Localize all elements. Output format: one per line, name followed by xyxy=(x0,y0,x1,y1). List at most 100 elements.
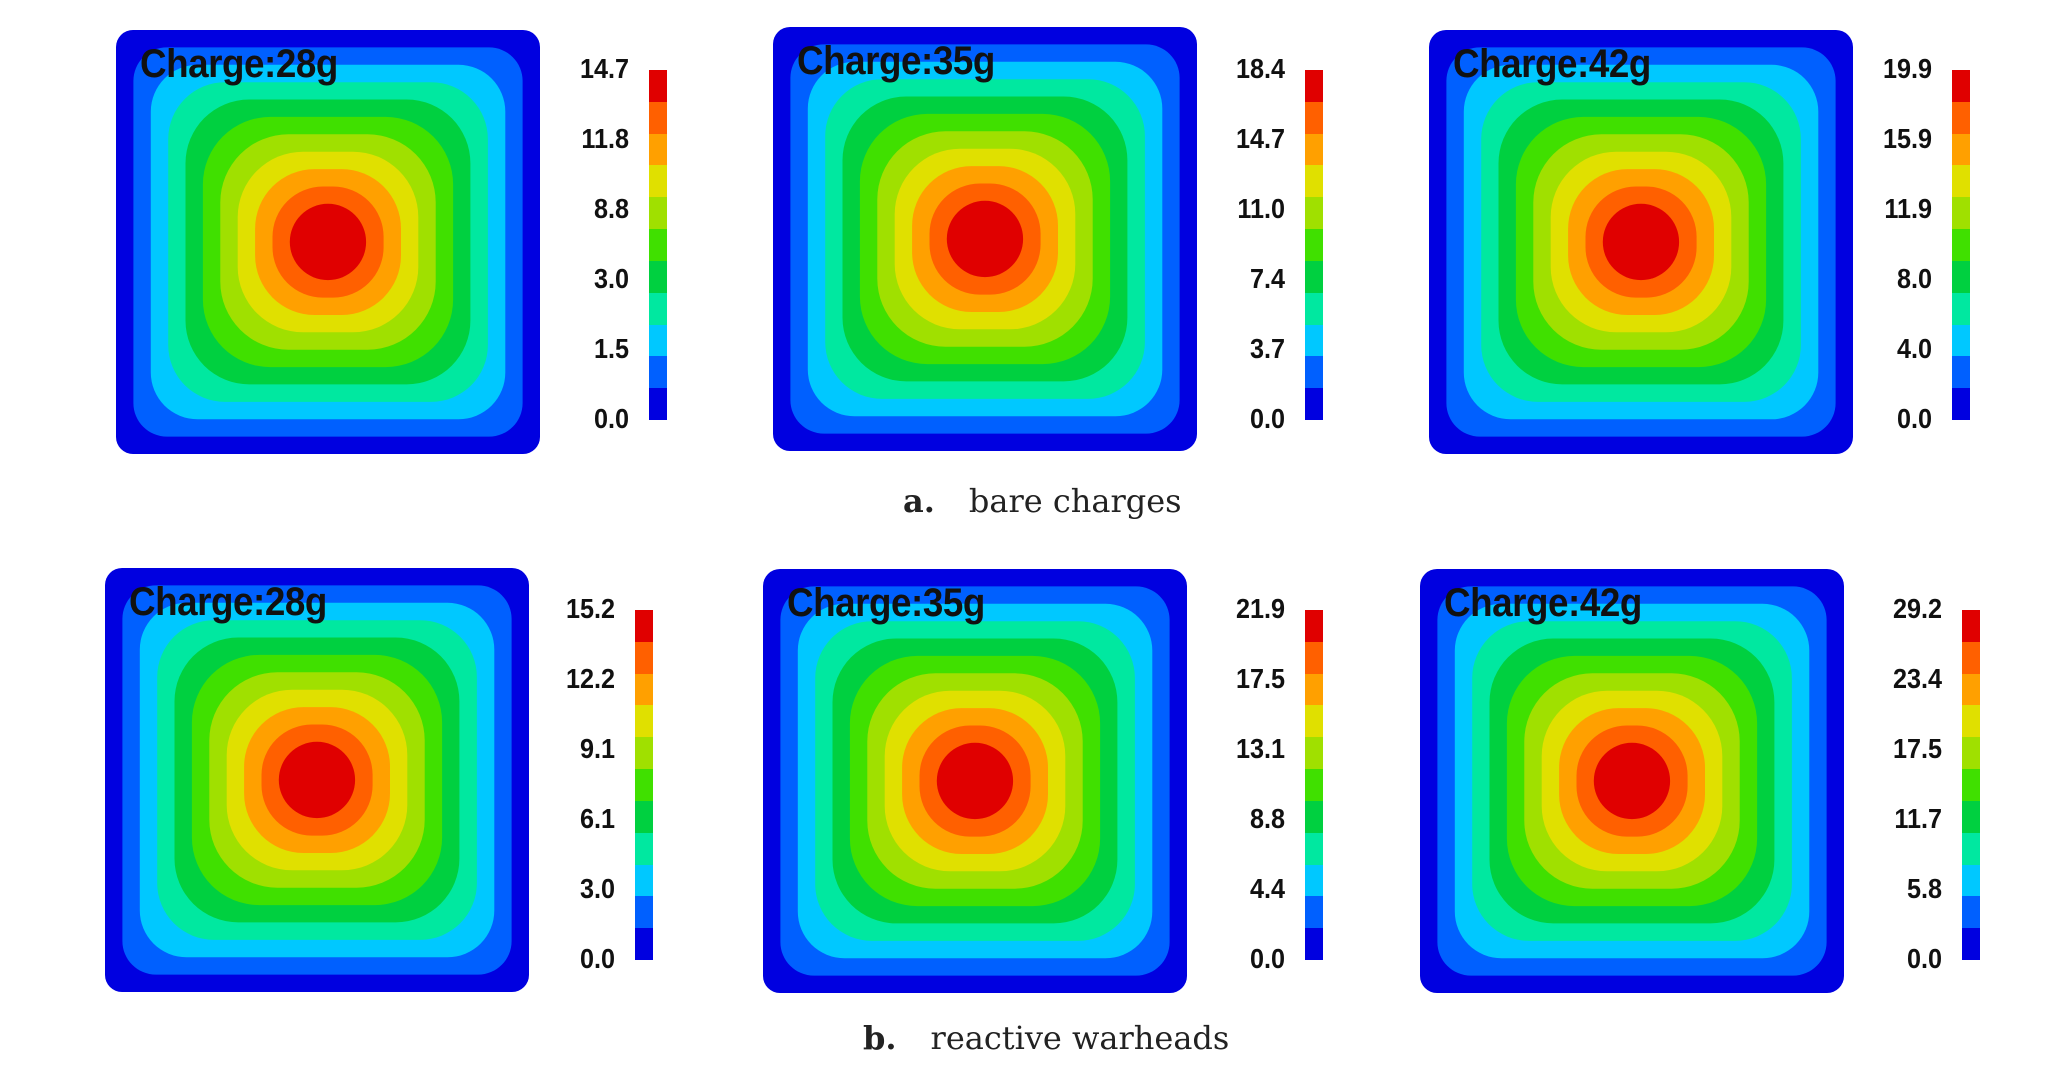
colorbar-segment xyxy=(649,165,667,198)
plot-label: Charge:35g xyxy=(797,39,995,83)
colorbar-segment xyxy=(1305,356,1323,389)
plot-label: Charge:28g xyxy=(140,42,338,86)
colorbar-segment xyxy=(1952,133,1970,166)
contour-band-11 xyxy=(936,742,1014,820)
colorbar-tick-label: 5.8 xyxy=(1906,873,1942,904)
plot-label: Charge:35g xyxy=(787,581,985,625)
colorbar-segment xyxy=(635,800,653,833)
colorbar-tick-label: 19.9 xyxy=(1882,53,1932,84)
colorbar-a-2 xyxy=(1305,70,1323,420)
colorbar-segment xyxy=(635,641,653,674)
colorbar-segment xyxy=(635,896,653,929)
colorbar-segment xyxy=(1305,832,1323,865)
colorbar-segment xyxy=(1305,133,1323,166)
contour-map xyxy=(1429,30,1853,454)
colorbar-tick-label: 0.0 xyxy=(1249,943,1285,974)
contour-band-11 xyxy=(1602,203,1680,281)
colorbar-segment xyxy=(635,610,653,642)
colorbar-tick-label: 0.0 xyxy=(1249,403,1285,434)
colorbar-segment xyxy=(649,229,667,261)
colorbar-segment xyxy=(1962,896,1980,929)
colorbar-segment xyxy=(1962,864,1980,897)
colorbar-segment xyxy=(1305,800,1323,833)
colorbar-segment xyxy=(649,133,667,166)
colorbar-tick-label: 3.0 xyxy=(579,873,615,904)
contour-plot-a-3: Charge:42g xyxy=(1429,30,1853,455)
colorbar-tick-label: 1.5 xyxy=(593,333,629,364)
contour-map xyxy=(1420,569,1844,993)
plot-label: Charge:42g xyxy=(1453,42,1651,86)
colorbar-segment xyxy=(1962,641,1980,674)
colorbar-tick-label: 3.0 xyxy=(593,263,629,294)
contour-plot-b-3: Charge:42g xyxy=(1420,569,1844,994)
contour-plot-a-1: Charge:28g xyxy=(116,30,540,455)
colorbar-a-3 xyxy=(1952,70,1970,420)
colorbar-segment xyxy=(635,928,653,960)
colorbar-segment xyxy=(649,356,667,389)
contour-map xyxy=(763,569,1187,993)
colorbar-segment xyxy=(1305,229,1323,261)
colorbar-segment xyxy=(1305,673,1323,706)
colorbar-tick-label: 11.8 xyxy=(581,123,629,154)
colorbar-tick-label: 0.0 xyxy=(593,403,629,434)
colorbar-a-1 xyxy=(649,70,667,420)
colorbar-segment xyxy=(1305,610,1323,642)
caption-text: bare charges xyxy=(968,482,1182,520)
colorbar-tick-label: 17.5 xyxy=(1892,733,1942,764)
colorbar-tick-label: 11.0 xyxy=(1237,193,1285,224)
colorbar-segment xyxy=(635,769,653,801)
colorbar-segment xyxy=(1962,928,1980,960)
contour-plot-b-2: Charge:35g xyxy=(763,569,1187,994)
colorbar-segment xyxy=(649,388,667,420)
colorbar-b-2 xyxy=(1305,610,1323,960)
contour-band-11 xyxy=(946,200,1024,278)
caption-label: a. xyxy=(903,482,935,520)
colorbar-segment xyxy=(1962,705,1980,738)
colorbar-segment xyxy=(1305,197,1323,230)
contour-map xyxy=(105,568,529,992)
colorbar-segment xyxy=(635,705,653,738)
colorbar-tick-label: 14.7 xyxy=(579,53,629,84)
colorbar-tick-label: 8.8 xyxy=(1249,803,1285,834)
colorbar-tick-label: 15.9 xyxy=(1882,123,1932,154)
colorbar-segment xyxy=(1305,737,1323,770)
plot-label: Charge:42g xyxy=(1444,581,1642,625)
caption-a: a. bare charges xyxy=(903,482,1182,520)
colorbar-segment xyxy=(1952,70,1970,102)
colorbar-b-3 xyxy=(1962,610,1980,960)
colorbar-tick-label: 4.0 xyxy=(1896,333,1932,364)
colorbar-segment xyxy=(1305,769,1323,801)
colorbar-segment xyxy=(1305,165,1323,198)
colorbar-segment xyxy=(1952,292,1970,325)
colorbar-tick-label: 17.5 xyxy=(1235,663,1285,694)
contour-plot-a-2: Charge:35g xyxy=(773,27,1197,452)
contour-plot-b-1: Charge:28g xyxy=(105,568,529,993)
colorbar-tick-label: 23.4 xyxy=(1892,663,1942,694)
colorbar-tick-label: 29.2 xyxy=(1892,593,1942,624)
contour-map xyxy=(773,27,1197,451)
caption-label: b. xyxy=(863,1019,897,1057)
colorbar-segment xyxy=(635,673,653,706)
colorbar-segment xyxy=(1305,70,1323,102)
colorbar-tick-label: 4.4 xyxy=(1249,873,1285,904)
colorbar-segment xyxy=(649,101,667,134)
colorbar-segment xyxy=(1952,324,1970,357)
colorbar-tick-label: 8.8 xyxy=(593,193,629,224)
colorbar-segment xyxy=(1305,260,1323,293)
contour-band-11 xyxy=(289,203,367,281)
colorbar-tick-label: 11.7 xyxy=(1894,803,1942,834)
colorbar-segment xyxy=(1952,165,1970,198)
colorbar-segment xyxy=(1305,928,1323,960)
contour-band-11 xyxy=(278,741,356,819)
colorbar-segment xyxy=(1952,260,1970,293)
colorbar-tick-label: 0.0 xyxy=(579,943,615,974)
colorbar-segment xyxy=(1962,832,1980,865)
colorbar-tick-label: 18.4 xyxy=(1235,53,1285,84)
colorbar-tick-label: 11.9 xyxy=(1884,193,1932,224)
colorbar-segment xyxy=(1952,229,1970,261)
colorbar-segment xyxy=(635,864,653,897)
colorbar-tick-label: 14.7 xyxy=(1235,123,1285,154)
colorbar-tick-label: 3.7 xyxy=(1249,333,1285,364)
colorbar-b-1 xyxy=(635,610,653,960)
colorbar-tick-label: 9.1 xyxy=(579,733,615,764)
